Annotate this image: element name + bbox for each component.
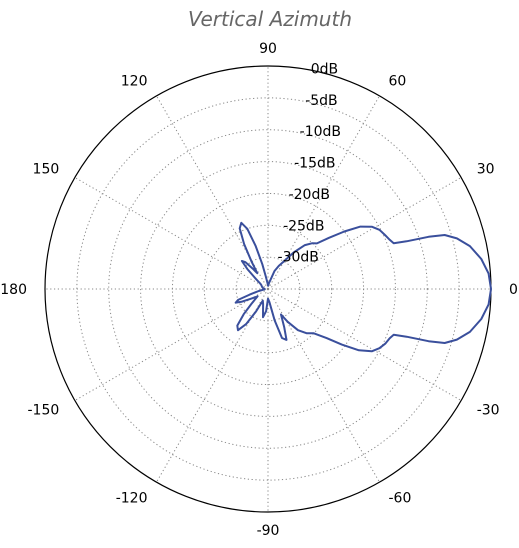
- tick-labels: 0 30 60 90 120 150 180 -150 -120 -90 -60 -30 0dB -5dB…: [0, 41, 518, 539]
- series-layer: [234, 221, 492, 353]
- polar-grid: [44, 65, 492, 513]
- chart-title: Vertical Azimuth: [188, 7, 352, 31]
- grid-circle-3: [140, 161, 396, 417]
- angle-tick-label-6: 180: [0, 282, 27, 298]
- angle-tick-label-1: 30: [477, 162, 495, 178]
- angle-tick-label-0: 0: [509, 282, 518, 298]
- grid-circle-2: [108, 129, 428, 449]
- grid-spoke-11: [267, 288, 462, 401]
- grid-spoke-7: [74, 288, 269, 401]
- radial-tick-label-1: -5dB: [305, 93, 337, 109]
- radial-tick-label-3: -15dB: [294, 156, 335, 172]
- angle-tick-label-8: -120: [116, 491, 148, 507]
- radial-tick-label-6: -30dB: [278, 250, 319, 266]
- angle-tick-label-4: 120: [121, 73, 148, 89]
- angle-tick-label-7: -150: [28, 403, 60, 419]
- grid-circle-5: [203, 224, 333, 354]
- angle-tick-label-11: -30: [477, 403, 500, 419]
- angle-tick-label-2: 60: [389, 73, 407, 89]
- radial-tick-label-2: -10dB: [300, 124, 341, 140]
- grid-circle-6: [235, 256, 301, 322]
- angle-tick-label-3: 90: [259, 41, 277, 57]
- angle-tick-label-5: 150: [33, 162, 60, 178]
- radial-tick-label-0: 0dB: [311, 61, 338, 77]
- pattern-line: [234, 221, 492, 353]
- radial-tick-label-5: -25dB: [283, 218, 324, 234]
- angle-tick-label-9: -90: [257, 523, 280, 539]
- grid-spoke-5: [74, 177, 269, 290]
- radial-tick-label-4: -20dB: [289, 187, 330, 203]
- angle-tick-label-10: -60: [389, 491, 412, 507]
